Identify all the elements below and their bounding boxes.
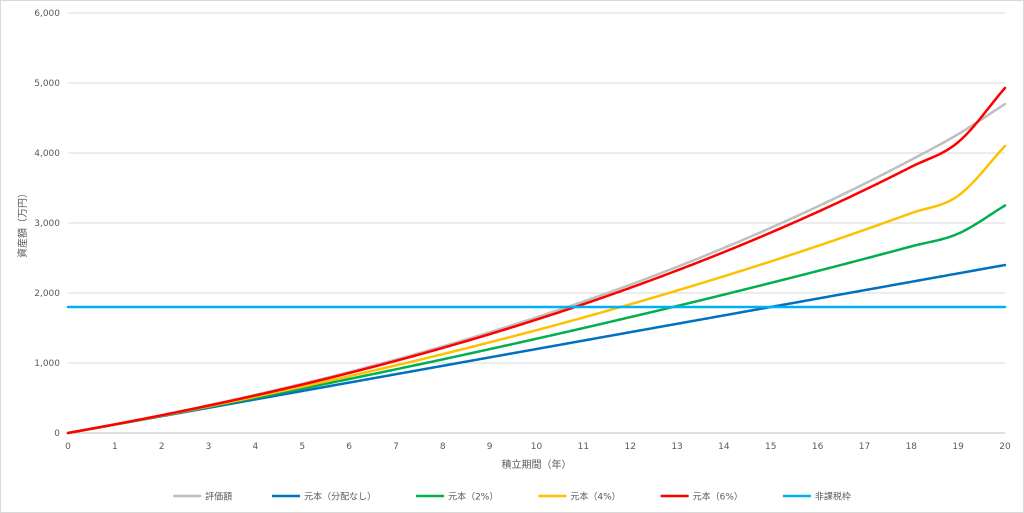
x-tick-label: 2 <box>159 442 165 452</box>
legend-item: 元本（4%） <box>538 491 621 503</box>
y-axis-title: 資産額（万円） <box>16 188 29 258</box>
x-tick-label: 10 <box>531 442 543 452</box>
x-tick-label: 6 <box>346 442 352 452</box>
legend: 評価額 元本（分配なし） 元本（2%） 元本（4%） 元本（6%） 非課税枠 <box>173 491 851 503</box>
legend-item: 評価額 <box>173 491 232 503</box>
grid-layer <box>68 12 1005 364</box>
y-tick-label: 6,000 <box>34 9 60 19</box>
legend-item: 元本（分配なし） <box>272 491 376 503</box>
y-tick-label: 2,000 <box>34 289 60 299</box>
legend-item: 非課税枠 <box>782 491 851 503</box>
series-line-5 <box>66 86 1007 435</box>
x-tick-label: 1 <box>112 442 118 452</box>
x-tick-label: 17 <box>859 442 870 452</box>
x-tick-label: 16 <box>812 442 824 452</box>
x-tick-label: 8 <box>440 442 446 452</box>
legend-label: 評価額 <box>205 491 232 503</box>
y-tick-label: 0 <box>54 429 60 439</box>
series-layer <box>66 86 1007 435</box>
x-tick-label: 11 <box>578 442 589 452</box>
x-tick-label: 3 <box>206 442 212 452</box>
legend-label: 非課税枠 <box>815 491 851 503</box>
x-tick-label: 13 <box>671 442 682 452</box>
x-tick-label: 20 <box>999 442 1011 452</box>
x-tick-label: 5 <box>299 442 305 452</box>
y-tick-label: 1,000 <box>34 359 60 369</box>
legend-label: 元本（6%） <box>693 491 743 503</box>
x-tick-label: 0 <box>65 442 71 452</box>
x-tick-label: 15 <box>765 442 776 452</box>
y-tick-label: 5,000 <box>34 79 60 89</box>
x-tick-label: 4 <box>253 442 259 452</box>
legend-label: 元本（分配なし） <box>304 491 376 503</box>
x-tick-label: 18 <box>906 442 918 452</box>
x-axis-title: 積立期間（年） <box>502 458 572 471</box>
y-tick-label: 4,000 <box>34 149 60 159</box>
x-tick-label: 7 <box>393 442 399 452</box>
legend-item: 元本（2%） <box>416 491 498 503</box>
legend-label: 元本（4%） <box>570 491 620 503</box>
x-tick-label: 14 <box>718 442 730 452</box>
x-tick-label: 12 <box>624 442 635 452</box>
legend-item: 元本（6%） <box>660 491 743 503</box>
legend-label: 元本（2%） <box>448 491 498 503</box>
y-tick-label: 3,000 <box>34 219 60 229</box>
x-tick-label: 9 <box>487 442 493 452</box>
x-tick-label: 19 <box>952 442 964 452</box>
